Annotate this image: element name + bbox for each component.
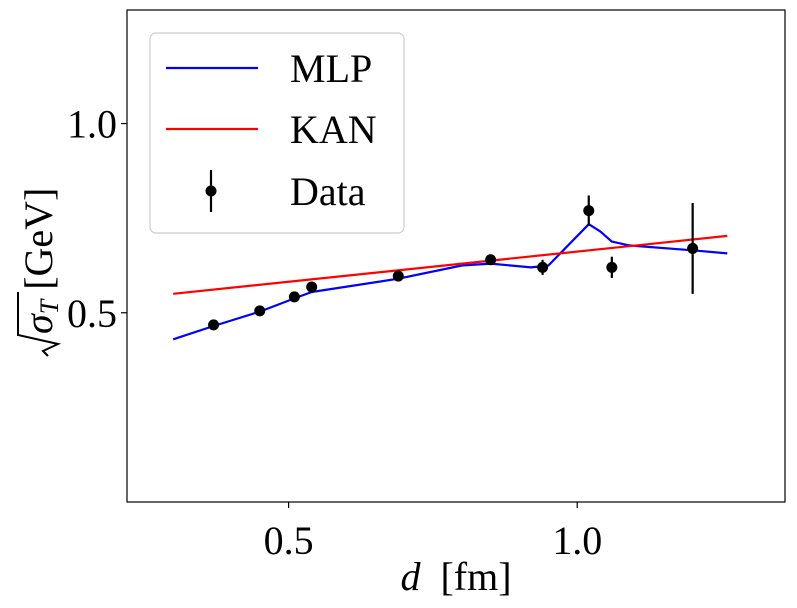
data-point-marker xyxy=(288,291,300,303)
data-point xyxy=(583,195,595,226)
svg-text:σT[GeV]: σT [GeV] xyxy=(16,188,64,334)
legend-kan-label: KAN xyxy=(290,107,377,152)
series-kan-line xyxy=(173,234,728,295)
data-point-marker xyxy=(306,281,318,293)
y-axis-ticks: 0.5 1.0 xyxy=(67,102,127,336)
data-point xyxy=(606,256,618,278)
data-point xyxy=(537,259,549,275)
sqrt-sign-icon xyxy=(17,292,62,357)
legend-data-label: Data xyxy=(290,169,366,214)
data-point xyxy=(687,203,699,294)
y-axis-symbol: σ xyxy=(16,313,61,334)
data-point xyxy=(208,319,220,331)
y-axis-unit: [GeV] xyxy=(16,188,61,290)
legend-data-marker xyxy=(205,185,217,197)
data-point-marker xyxy=(583,205,595,217)
data-point-marker xyxy=(606,261,618,273)
plot-frame xyxy=(126,9,786,503)
data-point xyxy=(485,254,497,266)
y-axis-subscript: T xyxy=(35,298,64,314)
data-point-marker xyxy=(254,305,266,317)
data-point-marker xyxy=(208,319,220,331)
series-lines xyxy=(172,223,728,341)
legend-mlp-label: MLP xyxy=(290,46,372,91)
y-tick-label: 1.0 xyxy=(67,102,117,147)
x-tick-label: 0.5 xyxy=(264,518,314,563)
x-axis-label: d [fm] xyxy=(400,554,511,599)
legend-box xyxy=(149,32,405,234)
y-tick-label: 0.5 xyxy=(67,291,117,336)
data-point xyxy=(306,281,318,293)
data-point-marker xyxy=(687,242,699,254)
x-axis-variable: d xyxy=(400,554,421,599)
legend: MLP KAN Data xyxy=(149,32,405,234)
data-point xyxy=(254,305,266,317)
data-point xyxy=(288,291,300,303)
data-point-marker xyxy=(537,261,549,273)
y-axis-label: σT [GeV] xyxy=(16,188,64,357)
data-point xyxy=(392,270,404,282)
x-tick-label: 1.0 xyxy=(552,518,602,563)
data-points xyxy=(208,195,699,331)
x-axis-ticks: 0.5 1.0 xyxy=(264,502,602,563)
series-mlp-line xyxy=(172,223,728,341)
data-point-marker xyxy=(485,254,497,266)
x-axis-unit: [fm] xyxy=(440,554,511,599)
data-point-marker xyxy=(392,270,404,282)
